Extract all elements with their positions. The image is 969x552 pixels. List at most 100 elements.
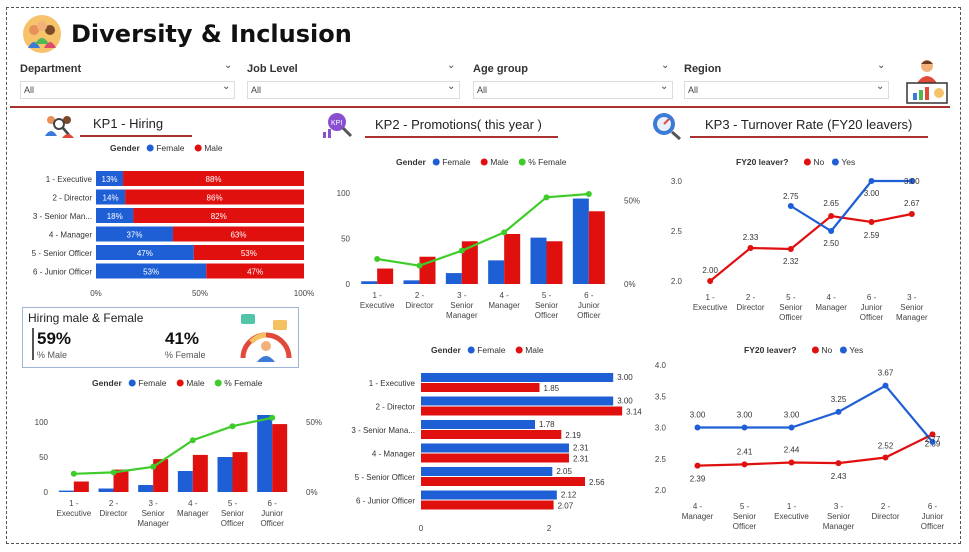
category-label: Senior — [733, 512, 756, 521]
card-accent-bar — [32, 328, 34, 360]
legend-marker — [518, 158, 526, 166]
yes-series-line — [697, 384, 934, 443]
category-label: 4 - — [826, 293, 836, 302]
female-bar — [421, 420, 536, 429]
y-tick-label: 3.5 — [655, 392, 667, 401]
region-slicer[interactable]: Region ⌄ All ⌄ — [684, 60, 889, 100]
legend-label: % Female — [528, 157, 567, 167]
male-bar — [546, 241, 563, 284]
female-bar — [421, 467, 553, 476]
data-label: 2.75 — [783, 192, 799, 201]
category-label: 5 - Senior Officer — [32, 249, 93, 258]
male-data-label: 53% — [241, 249, 257, 258]
legend-label: Female — [477, 345, 506, 355]
legend-title: FY20 leaver? — [736, 157, 788, 167]
y2-tick-label: 50% — [624, 197, 640, 206]
male-data-label: 2.31 — [573, 455, 589, 464]
no-series-point — [868, 219, 875, 225]
yes-series-line — [790, 179, 912, 233]
category-label: 5 - — [740, 502, 750, 511]
pct-female-point — [374, 256, 381, 262]
male-percent-value: 59% — [37, 329, 72, 348]
category-label: Senior — [142, 509, 165, 518]
category-label: 4 - — [499, 291, 509, 300]
category-label: 3 - — [907, 293, 917, 302]
category-label: Executive — [360, 301, 395, 310]
chevron-down-icon[interactable]: ⌄ — [222, 81, 231, 92]
y2-tick-label: 0% — [624, 280, 636, 289]
legend-marker — [176, 379, 184, 387]
y-tick-label: 0 — [346, 280, 351, 289]
male-bar — [113, 469, 129, 492]
male-bar — [588, 211, 605, 284]
no-series-line — [697, 433, 933, 467]
female-data-label: 14% — [103, 194, 119, 203]
category-label: Junior — [922, 512, 944, 521]
region-dropdown[interactable]: All ⌄ — [684, 81, 889, 99]
age-group-slicer[interactable]: Age group ⌄ All ⌄ — [473, 60, 673, 100]
female-bar — [96, 226, 173, 242]
male-bar — [421, 453, 569, 463]
male-data-label: 88% — [206, 175, 222, 184]
y-tick-label: 4.0 — [655, 361, 667, 370]
data-label: 3.00 — [690, 411, 706, 420]
female-bar — [58, 490, 74, 492]
job-level-slicer[interactable]: Job Level ⌄ All ⌄ — [247, 60, 460, 100]
region-value: All — [688, 85, 699, 95]
category-label: Manager — [177, 509, 209, 518]
category-label: 1 - Executive — [46, 175, 93, 184]
category-label: 4 - Manager — [372, 450, 415, 459]
male-data-label: 2.19 — [565, 431, 581, 440]
legend-marker — [128, 379, 136, 387]
category-label: Manager — [137, 519, 169, 528]
data-label: 2.44 — [784, 446, 800, 455]
category-label: Junior — [261, 509, 283, 518]
female-bar — [96, 171, 124, 186]
male-bar — [172, 226, 304, 242]
y-tick-label: 2.5 — [671, 227, 683, 236]
chevron-down-icon[interactable]: ⌄ — [660, 81, 669, 92]
category-label: Manager — [446, 311, 478, 320]
hiring-team-icon — [45, 116, 74, 138]
hiring-male-female-card: Hiring male & Female 59% % Male 41% % Fe… — [22, 307, 299, 368]
department-slicer[interactable]: Department ⌄ All ⌄ — [20, 60, 235, 100]
category-label: 3 - Senior Mana... — [351, 426, 415, 435]
chevron-down-icon[interactable]: ⌄ — [447, 81, 456, 92]
y-tick-label: 2.0 — [671, 277, 683, 286]
no-series-point — [707, 278, 714, 284]
no-series-point — [788, 459, 795, 466]
data-label: 2.52 — [878, 442, 894, 451]
department-dropdown[interactable]: All ⌄ — [20, 81, 235, 99]
chevron-down-icon[interactable]: ⌄ — [224, 60, 233, 71]
female-percent-value: 41% — [165, 329, 200, 348]
y-tick-label: 100 — [337, 189, 351, 198]
category-label: Manager — [823, 522, 855, 531]
legend-title: Gender — [396, 157, 426, 167]
female-bar — [217, 457, 233, 492]
male-bar — [125, 189, 305, 205]
kpi-magnifier-icon: KPI — [323, 113, 353, 138]
female-bar — [177, 471, 193, 492]
male-data-label: 2.56 — [589, 478, 605, 487]
category-label: Director — [736, 303, 764, 312]
kp2-promotions-avg-chart: Gender Female Male 1 - Executive 3.00 1.85 2 -… — [351, 345, 642, 533]
legend-label: Male — [525, 345, 544, 355]
category-label: Senior — [900, 303, 923, 312]
chevron-down-icon[interactable]: ⌄ — [876, 81, 885, 92]
y-tick-label: 3.0 — [655, 424, 667, 433]
category-label: 2 - — [415, 291, 425, 300]
category-label: Junior — [861, 303, 883, 312]
x-tick-label: 100% — [294, 289, 314, 298]
legend-marker — [432, 158, 440, 166]
age-group-dropdown[interactable]: All ⌄ — [473, 81, 673, 99]
chevron-down-icon[interactable]: ⌄ — [447, 60, 456, 71]
female-data-label: 3.00 — [617, 373, 633, 382]
chevron-down-icon[interactable]: ⌄ — [877, 60, 886, 71]
y-tick-label: 2.0 — [655, 486, 667, 495]
chevron-down-icon[interactable]: ⌄ — [661, 60, 670, 71]
category-label: 4 - — [188, 499, 198, 508]
category-label: 2 - — [109, 499, 119, 508]
job-level-dropdown[interactable]: All ⌄ — [247, 81, 460, 99]
category-label: Officer — [733, 522, 757, 531]
category-label: 3 - Senior Man... — [33, 212, 92, 221]
